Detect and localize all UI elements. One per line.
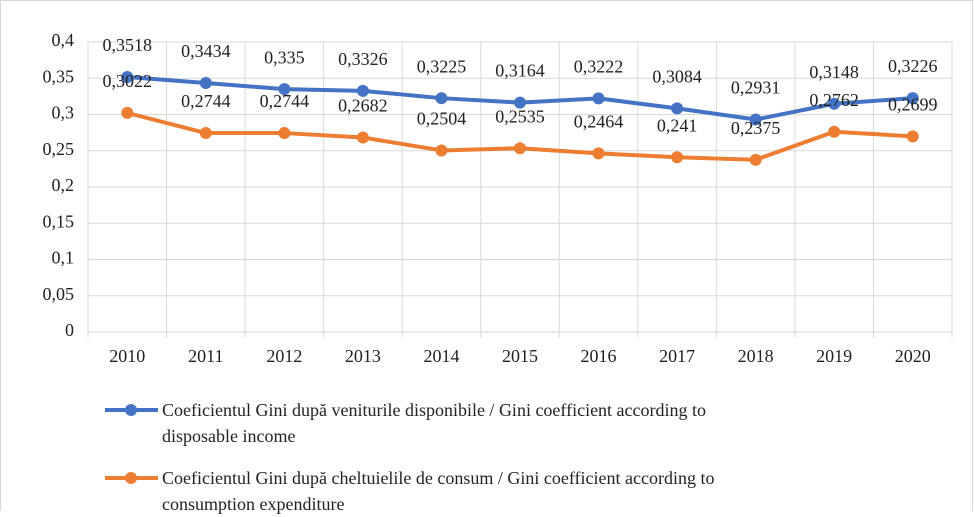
x-tick-label: 2012 [266, 346, 302, 366]
point [906, 92, 919, 105]
data-label: 0,3148 [809, 62, 859, 82]
point [199, 77, 212, 90]
y-tick-label: 0,4 [52, 30, 75, 50]
data-label: 0,3226 [888, 56, 938, 76]
legend-marker [125, 472, 137, 484]
point [514, 142, 526, 155]
x-tick-label: 2016 [581, 346, 617, 366]
point [749, 113, 762, 126]
x-tick-label: 2019 [816, 346, 852, 366]
data-label: 0,3022 [103, 71, 153, 91]
y-tick-label: 0,05 [43, 284, 75, 304]
legend-label: Coeficientul Gini după veniturile dispon… [162, 400, 707, 446]
data-label: 0,2535 [495, 106, 545, 126]
data-label: 0,2744 [181, 91, 231, 111]
point [435, 144, 448, 157]
x-tick-label: 2011 [188, 346, 223, 366]
point [356, 84, 369, 97]
data-label: 0,3222 [574, 57, 624, 77]
point [435, 92, 448, 105]
data-label: 0,3164 [495, 61, 545, 81]
point [906, 130, 919, 143]
x-tick-label: 2013 [345, 346, 381, 366]
point [278, 127, 291, 140]
point [278, 83, 291, 96]
data-label: 0,2682 [338, 96, 388, 116]
x-tick-label: 2010 [109, 346, 145, 366]
point [121, 70, 134, 83]
x-tick-label: 2015 [502, 346, 538, 366]
data-label: 0,3084 [652, 67, 702, 87]
point [121, 106, 134, 119]
x-tick-label: 2020 [895, 346, 931, 366]
data-label: 0,241 [657, 115, 698, 135]
point [356, 131, 369, 144]
data-label: 0,335 [264, 47, 305, 67]
legend-marker [125, 404, 137, 416]
point [749, 153, 762, 166]
point [514, 96, 526, 109]
x-tick-label: 2017 [659, 346, 695, 366]
data-label: 0,2744 [260, 91, 310, 111]
y-tick-label: 0,2 [52, 175, 75, 195]
y-tick-label: 0 [65, 320, 74, 340]
data-label: 0,2931 [731, 78, 781, 98]
data-label: 0,3225 [417, 56, 467, 76]
point [671, 102, 684, 115]
y-tick-label: 0,35 [43, 66, 75, 86]
data-label: 0,3434 [181, 41, 231, 61]
y-tick-label: 0,1 [52, 248, 75, 268]
data-label: 0,2504 [417, 109, 467, 129]
point [828, 125, 841, 138]
point [671, 151, 684, 164]
point [199, 127, 212, 140]
x-tick-label: 2014 [423, 346, 459, 366]
x-tick-label: 2018 [738, 346, 774, 366]
data-label: 0,3326 [338, 49, 388, 69]
point [828, 97, 841, 110]
y-tick-label: 0,3 [52, 103, 75, 123]
point [592, 92, 605, 105]
data-label: 0,2464 [574, 111, 624, 131]
data-label: 0,2375 [731, 118, 781, 138]
y-tick-label: 0,25 [43, 139, 75, 159]
legend-label: Coeficientul Gini după cheltuielile de c… [162, 468, 715, 514]
data-label: 0,2762 [809, 90, 859, 110]
point [592, 147, 605, 160]
data-label: 0,3518 [103, 35, 153, 55]
data-label: 0,2699 [888, 94, 938, 114]
y-tick-label: 0,15 [43, 211, 75, 231]
